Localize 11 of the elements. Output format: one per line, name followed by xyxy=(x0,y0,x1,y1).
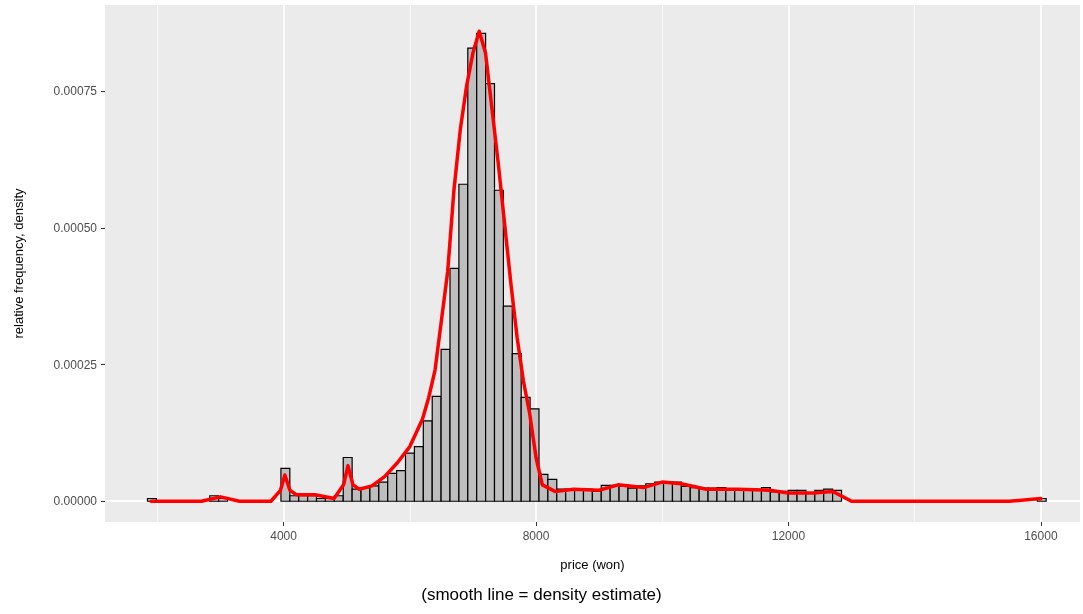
y-tick-label: 0.00000 xyxy=(53,494,98,509)
y-tick-label: 0.00025 xyxy=(53,357,98,372)
x-tick-label: 8000 xyxy=(522,529,550,543)
x-tick-label: 12000 xyxy=(771,529,806,543)
text: (smooth line = density estimate) xyxy=(421,585,662,604)
y-tick-label: 0.00075 xyxy=(53,84,98,99)
y-tick-label: 0.00050 xyxy=(53,220,98,235)
x-tick-label: 4000 xyxy=(270,529,298,543)
y-axis-title: relative frequency, density xyxy=(11,187,26,339)
x-tick-label: 16000 xyxy=(1024,529,1058,543)
x-axis-title: price (won) xyxy=(560,557,625,572)
